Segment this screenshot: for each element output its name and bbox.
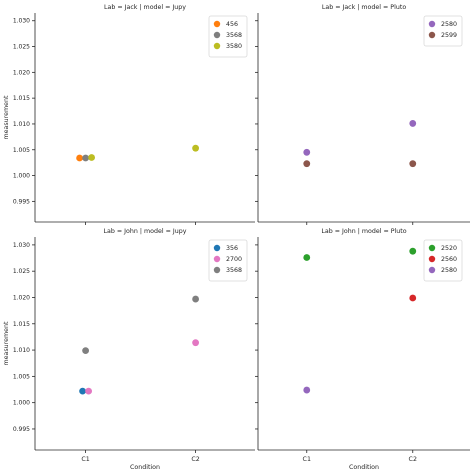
y-tick-label: 1.015 [13,321,30,328]
data-point [192,144,200,152]
legend-label: 2560 [441,256,457,263]
legend: 456 3568 3580 [208,15,248,58]
legend-label: 3568 [226,32,242,39]
y-axis-label: measurement [3,321,10,365]
legend-marker [428,244,436,252]
y-tick-label: 1.000 [13,400,30,407]
data-point [409,120,417,127]
y-tick-label: 1.015 [13,95,30,102]
data-point [192,339,200,347]
legend-label: 2520 [441,245,457,252]
data-point [303,254,311,261]
data-point [88,154,95,161]
panel-3: Lab = John | model = Jupy 0.995 1.000 1.005… [3,228,255,471]
legend-marker [213,31,221,39]
y-tick-label: 1.005 [13,373,30,380]
data-point [303,386,311,394]
y-tick-label: 1.025 [13,268,30,275]
data-point [82,347,89,354]
panel-2: Lab = Jack | model = Pluto 2580 2599 [255,4,470,225]
y-axis-label: measurement [3,95,10,139]
x-axis-label: Condition [349,464,379,471]
legend-marker [213,20,221,28]
x-tick-label: C2 [409,456,417,463]
x-tick-label: C2 [191,456,199,463]
legend-marker [428,20,436,28]
legend: 2580 2599 [423,15,463,47]
legend-marker [213,255,221,263]
data-point [409,247,417,255]
panel-title: Lab = John | model = Pluto [321,228,406,235]
data-point [303,148,311,156]
panel-1: Lab = Jack | model = Jupy 0.995 1.000 1.005… [3,4,255,225]
legend-label: 2580 [441,21,457,28]
legend-marker [213,42,221,50]
panel-4: Lab = John | model = Pluto C1 C2 Condition 2… [255,228,470,471]
y-tick-label: 1.010 [13,121,30,128]
legend-marker [213,244,221,252]
y-tick-label: 1.020 [13,294,30,301]
legend-label: 356 [226,245,238,252]
panels-layer: Lab = Jack | model = Jupy 0.995 1.000 1.005… [3,4,470,471]
data-point [76,154,83,162]
legend-label: 2599 [441,32,457,39]
legend-marker [428,31,436,39]
legend-label: 3580 [226,43,242,50]
legend-marker [428,266,436,274]
legend-label: 3568 [226,267,242,274]
x-tick-label: C1 [81,456,89,463]
data-point [82,154,89,162]
x-axis-label: Condition [130,464,160,471]
legend: 2520 2560 2580 [423,239,463,282]
y-tick-label: 1.030 [13,242,30,249]
panel-title: Lab = John | model = Jupy [104,228,187,235]
data-point [409,160,417,168]
y-tick-label: 1.010 [13,347,30,354]
y-tick-label: 1.025 [13,44,30,51]
panel-title: Lab = Jack | model = Jupy [104,4,186,11]
data-point [85,387,92,395]
panel-title: Lab = Jack | model = Pluto [322,4,406,11]
legend-label: 2700 [226,256,242,263]
legend-marker [428,255,436,263]
y-tick-label: 1.020 [13,69,30,76]
data-point [192,295,200,303]
y-tick-label: 0.995 [13,198,30,205]
legend-label: 2580 [441,267,457,274]
y-tick-label: 0.995 [13,426,30,433]
y-tick-label: 1.005 [13,147,30,154]
legend-label: 456 [226,21,238,28]
data-point [409,294,417,302]
y-tick-label: 1.000 [13,173,30,180]
data-point [79,387,86,395]
legend: 356 2700 3568 [208,239,248,282]
legend-marker [213,266,221,274]
data-point [303,160,311,168]
y-tick-label: 1.030 [13,18,30,25]
x-tick-label: C1 [303,456,311,463]
